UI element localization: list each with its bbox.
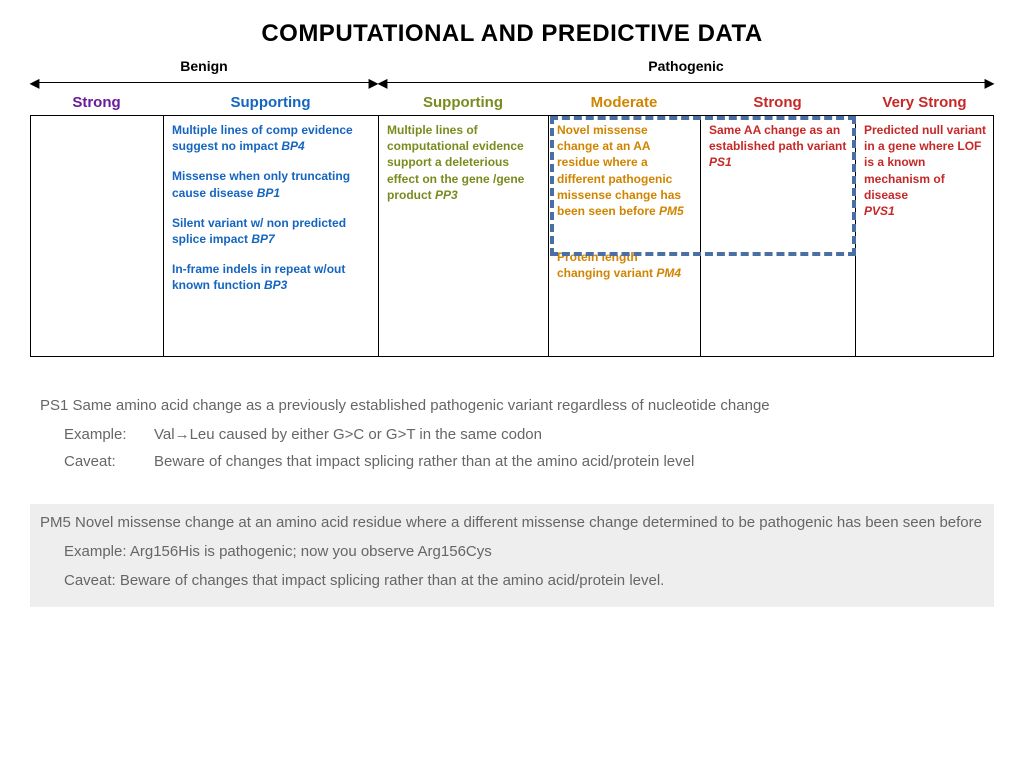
evidence-item: Silent variant w/ non predicted splice i… <box>172 215 370 247</box>
column-header: Strong <box>700 92 855 113</box>
evidence-code: BP3 <box>264 278 287 292</box>
column-header: Moderate <box>548 92 700 113</box>
evidence-item: Predicted null variant in a gene where L… <box>864 122 987 219</box>
evidence-code: PVS1 <box>864 204 895 218</box>
note-ps1-example-text: Val→Leu caused by either G>C or G>T in t… <box>154 424 984 445</box>
note-pm5-title: PM5 Novel missense change at an amino ac… <box>40 512 984 533</box>
note-ps1-caveat: Caveat: Beware of changes that impact sp… <box>40 451 984 472</box>
evidence-item: Novel missense change at an AA residue w… <box>557 122 692 219</box>
evidence-item: Multiple lines of comp evidence suggest … <box>172 122 370 154</box>
evidence-item: Protein length changing variant PM4 <box>557 249 692 281</box>
column-headers: StrongSupportingSupportingModerateStrong… <box>30 92 994 113</box>
evidence-code: BP1 <box>257 186 280 200</box>
column-header: Very Strong <box>855 92 994 113</box>
group-pathogenic: Pathogenic ◀▶ <box>378 58 994 90</box>
grid-cell-benign-supporting: Multiple lines of comp evidence suggest … <box>164 116 379 356</box>
evidence-code: BP4 <box>281 139 304 153</box>
note-ps1: PS1 Same amino acid change as a previous… <box>30 387 994 486</box>
notes-section: PS1 Same amino acid change as a previous… <box>30 387 994 607</box>
grid-cell-path-moderate: Novel missense change at an AA residue w… <box>549 116 701 356</box>
note-ps1-caveat-text: Beware of changes that impact splicing r… <box>154 451 984 472</box>
evidence-grid: Multiple lines of comp evidence suggest … <box>30 115 994 357</box>
evidence-code: PM5 <box>659 204 684 218</box>
note-ps1-caveat-label: Caveat: <box>64 451 154 472</box>
grid-cell-path-supporting: Multiple lines of computational evidence… <box>379 116 549 356</box>
note-ps1-example: Example: Val→Leu caused by either G>C or… <box>40 424 984 445</box>
group-pathogenic-label: Pathogenic <box>378 58 994 74</box>
column-header: Supporting <box>378 92 548 113</box>
evidence-item: In-frame indels in repeat w/out known fu… <box>172 261 370 293</box>
evidence-item: Multiple lines of computational evidence… <box>387 122 540 203</box>
evidence-item: Missense when only truncating cause dise… <box>172 168 370 200</box>
evidence-code: PM4 <box>656 266 681 280</box>
evidence-item: Same AA change as an established path va… <box>709 122 847 171</box>
evidence-code: PP3 <box>435 188 458 202</box>
grid-cell-path-very-strong: Predicted null variant in a gene where L… <box>856 116 995 356</box>
evidence-code: PS1 <box>709 155 732 169</box>
note-pm5-example: Example: Arg156His is pathogenic; now yo… <box>40 541 984 562</box>
grid-cell-path-strong: Same AA change as an established path va… <box>701 116 856 356</box>
group-benign: Benign ◀▶ <box>30 58 378 90</box>
page-title: COMPUTATIONAL AND PREDICTIVE DATA <box>30 20 994 48</box>
note-pm5: PM5 Novel missense change at an amino ac… <box>30 504 994 607</box>
arrow-pathogenic: ◀▶ <box>378 76 994 90</box>
grid-cell-benign-strong <box>31 116 164 356</box>
column-header: Strong <box>30 92 163 113</box>
group-benign-label: Benign <box>30 58 378 74</box>
note-pm5-caveat: Caveat: Beware of changes that impact sp… <box>40 570 984 591</box>
arrow-benign: ◀▶ <box>30 76 378 90</box>
note-ps1-title: PS1 Same amino acid change as a previous… <box>40 395 984 416</box>
group-arrows: Benign ◀▶ Pathogenic ◀▶ <box>30 58 994 90</box>
column-header: Supporting <box>163 92 378 113</box>
note-ps1-example-label: Example: <box>64 424 154 445</box>
evidence-code: BP7 <box>251 232 274 246</box>
